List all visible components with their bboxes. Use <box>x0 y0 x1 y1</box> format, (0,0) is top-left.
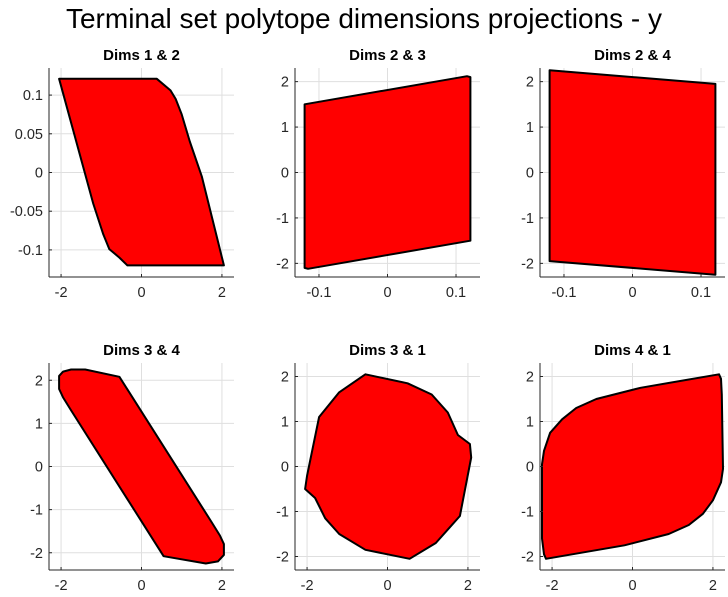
y-tick-label: 0 <box>281 166 289 182</box>
polytope-projection <box>303 75 472 270</box>
subplot-5: -2 0 2 -2 -1 0 1 2 Dims 3 & 1 <box>276 342 480 594</box>
x-tick-label: -2 <box>55 285 68 301</box>
y-tick-label: 0 <box>526 166 534 182</box>
y-tick-label: -0.05 <box>10 204 43 220</box>
polytope-projection <box>58 77 225 267</box>
x-tick-label: 0.1 <box>446 285 466 301</box>
polytope-projection <box>548 69 717 276</box>
subplot-title: Dims 1 & 2 <box>103 47 180 64</box>
x-tick-label: -2 <box>301 578 314 594</box>
x-tick-label: 0 <box>628 578 636 594</box>
polytope-projection <box>304 373 473 560</box>
y-tick-label: -1 <box>521 505 534 521</box>
subplot-title: Dims 2 & 3 <box>349 47 426 64</box>
y-tick-label: 1 <box>281 120 289 136</box>
subplot-6: -2 0 2 -2 -1 0 1 2 Dims 4 & 1 <box>521 342 725 594</box>
subplot-title: Dims 3 & 1 <box>349 342 426 359</box>
x-tick-label: 2 <box>709 578 717 594</box>
subplot-title: Dims 2 & 4 <box>594 47 671 64</box>
x-tick-label: 0 <box>383 285 391 301</box>
y-tick-label: 1 <box>281 415 289 431</box>
y-tick-label: -1 <box>521 211 534 227</box>
subplot-2: -0.1 0 0.1 -2 -1 0 1 2 Dims 2 & 3 <box>276 47 480 301</box>
subplot-title: Dims 4 & 1 <box>594 342 671 359</box>
x-tick-label: 2 <box>218 578 226 594</box>
polytope-projection <box>58 368 225 565</box>
x-tick-label: 0 <box>137 285 145 301</box>
y-tick-label: -2 <box>30 546 43 562</box>
y-tick-label: -2 <box>276 256 289 272</box>
subplot-1: -2 0 2 -0.1 -0.05 0 0.05 0.1 Dims 1 & 2 <box>10 47 234 301</box>
x-tick-label: 0 <box>383 578 391 594</box>
y-tick-label: 0 <box>281 460 289 476</box>
x-tick-label: -2 <box>55 578 68 594</box>
x-tick-label: -0.1 <box>551 285 576 301</box>
x-tick-label: 2 <box>464 578 472 594</box>
subplot-4: -2 0 2 -2 -1 0 1 2 Dims 3 & 4 <box>30 342 234 594</box>
figure-title: Terminal set polytope dimensions project… <box>66 3 662 34</box>
polytope-projection <box>541 373 724 560</box>
y-tick-label: -1 <box>30 503 43 519</box>
y-tick-label: -2 <box>521 550 534 566</box>
y-tick-label: 2 <box>526 75 534 91</box>
y-tick-label: 2 <box>526 370 534 386</box>
y-tick-label: 1 <box>526 120 534 136</box>
y-tick-label: -1 <box>276 211 289 227</box>
y-tick-label: -2 <box>521 256 534 272</box>
y-tick-label: 0 <box>526 460 534 476</box>
y-tick-label: 0 <box>35 460 43 476</box>
x-tick-label: 0 <box>628 285 636 301</box>
x-tick-label: -0.1 <box>306 285 331 301</box>
subplot-3: -0.1 0 0.1 -2 -1 0 1 2 Dims 2 & 4 <box>521 47 725 301</box>
y-tick-label: -0.1 <box>18 243 43 259</box>
y-tick-label: 2 <box>281 370 289 386</box>
subplot-title: Dims 3 & 4 <box>103 342 180 359</box>
x-tick-label: 0.1 <box>691 285 711 301</box>
x-tick-label: 0 <box>137 578 145 594</box>
y-tick-label: 2 <box>281 75 289 91</box>
y-tick-label: 1 <box>35 416 43 432</box>
y-tick-label: -2 <box>276 550 289 566</box>
y-tick-label: 1 <box>526 415 534 431</box>
y-tick-label: 0.1 <box>23 88 43 104</box>
x-tick-label: 2 <box>218 285 226 301</box>
y-tick-label: 2 <box>35 373 43 389</box>
x-tick-label: -2 <box>546 578 559 594</box>
y-tick-label: 0 <box>35 166 43 182</box>
y-tick-label: -1 <box>276 505 289 521</box>
y-tick-label: 0.05 <box>15 127 43 143</box>
